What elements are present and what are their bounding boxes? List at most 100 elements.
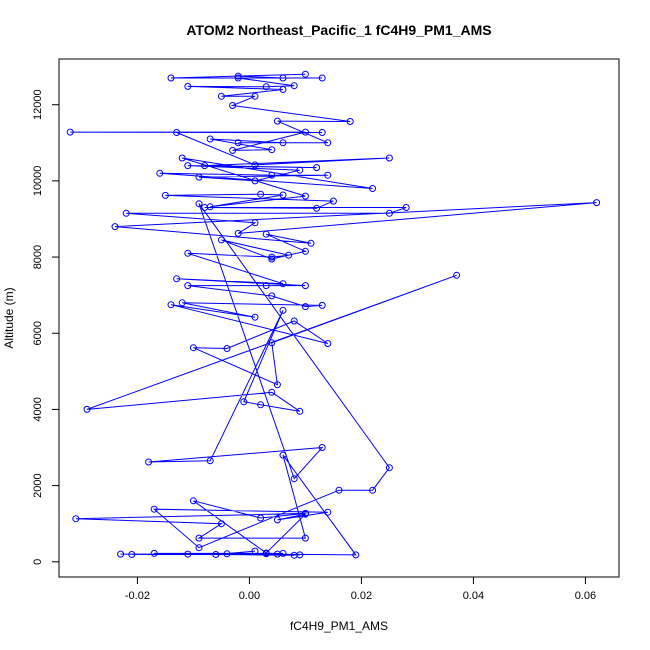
- data-point: [279, 74, 287, 82]
- y-tick-label: 12000: [32, 89, 44, 120]
- x-tick-label: 0.04: [463, 590, 484, 602]
- data-point: [111, 223, 119, 231]
- y-tick-label: 6000: [32, 321, 44, 345]
- data-point: [307, 239, 315, 247]
- data-point: [268, 388, 276, 396]
- data-point: [184, 282, 192, 290]
- data-point: [72, 515, 80, 523]
- data-point: [290, 551, 298, 559]
- data-point: [167, 301, 175, 309]
- data-point: [301, 534, 309, 542]
- data-point: [318, 129, 326, 136]
- data-point: [217, 92, 225, 100]
- data-point: [262, 549, 270, 557]
- data-point: [453, 271, 461, 279]
- data-point: [279, 549, 287, 557]
- data-point: [262, 282, 270, 290]
- data-point: [223, 345, 231, 352]
- data-point: [161, 191, 169, 199]
- data-point: [273, 516, 281, 524]
- data-point: [178, 154, 186, 162]
- data-point: [83, 405, 91, 413]
- y-tick-label: 8000: [32, 245, 44, 269]
- data-point: [369, 486, 377, 494]
- data-point: [301, 282, 309, 290]
- data-point: [318, 301, 326, 309]
- data-point: [66, 128, 74, 136]
- data-point: [301, 247, 309, 255]
- data-point: [268, 253, 276, 261]
- y-tick-label: 10000: [32, 166, 44, 197]
- data-point: [268, 255, 276, 263]
- data-point: [352, 551, 360, 559]
- data-point: [150, 505, 158, 513]
- data-point: [301, 192, 309, 200]
- x-tick-label: -0.02: [125, 590, 150, 602]
- data-point: [385, 209, 393, 217]
- data-point: [324, 171, 332, 179]
- data-point: [195, 173, 203, 181]
- data-point: [184, 550, 192, 558]
- data-point: [234, 72, 242, 80]
- data-point: [234, 229, 242, 237]
- data-point: [122, 209, 130, 217]
- data-point: [385, 154, 393, 162]
- data-point: [251, 161, 259, 169]
- y-axis-label: Altitude (m): [2, 287, 16, 348]
- data-point: [296, 407, 304, 415]
- data-point: [234, 139, 242, 147]
- data-point: [257, 514, 265, 522]
- data-point: [369, 185, 377, 192]
- data-point: [301, 70, 309, 78]
- data-point: [167, 74, 175, 82]
- data-point: [234, 74, 242, 82]
- data-point: [313, 204, 321, 212]
- y-tick-label: 4000: [32, 397, 44, 421]
- y-axis: 0 2000 4000 6000 8000 10000 12000: [32, 89, 59, 565]
- data-point: [257, 401, 265, 409]
- y-tick-label: 0: [32, 559, 44, 565]
- data-point: [251, 219, 259, 227]
- data-point: [206, 135, 214, 143]
- x-tick-label: 0.02: [351, 590, 372, 602]
- data-point: [156, 169, 164, 177]
- data-point: [273, 117, 281, 125]
- data-point: [279, 191, 287, 199]
- chart-title: ATOM2 Northeast_Pacific_1 fC4H9_PM1_AMS: [186, 22, 491, 38]
- data-point: [329, 197, 337, 205]
- data-point: [279, 451, 287, 459]
- data-point: [335, 486, 343, 494]
- data-point: [262, 83, 270, 91]
- data-point: [206, 457, 214, 465]
- data-point: [212, 551, 220, 558]
- data-point: [262, 230, 270, 238]
- data-point: [145, 458, 153, 466]
- data-point: [296, 166, 304, 174]
- data-point: [313, 164, 321, 172]
- data-point: [189, 497, 197, 505]
- data-point: [251, 547, 259, 555]
- plot-frame: [58, 58, 620, 578]
- data-point: [324, 508, 332, 516]
- series-line: [70, 73, 597, 556]
- data-point: [195, 200, 203, 208]
- data-point: [279, 306, 287, 314]
- data-point: [279, 86, 287, 93]
- data-series: [66, 70, 601, 559]
- data-point: [217, 520, 225, 528]
- data-point: [290, 317, 298, 325]
- data-point: [189, 344, 197, 352]
- data-point: [273, 381, 281, 389]
- data-point: [229, 102, 237, 109]
- data-point: [324, 139, 332, 147]
- data-point: [318, 74, 326, 82]
- y-tick-label: 2000: [32, 473, 44, 497]
- data-point: [229, 146, 237, 154]
- data-point: [301, 510, 309, 518]
- data-point: [290, 82, 298, 90]
- x-axis-label: fC4H9_PM1_AMS: [290, 619, 388, 633]
- data-point: [195, 544, 203, 552]
- data-point: [251, 92, 259, 100]
- data-point: [268, 146, 276, 154]
